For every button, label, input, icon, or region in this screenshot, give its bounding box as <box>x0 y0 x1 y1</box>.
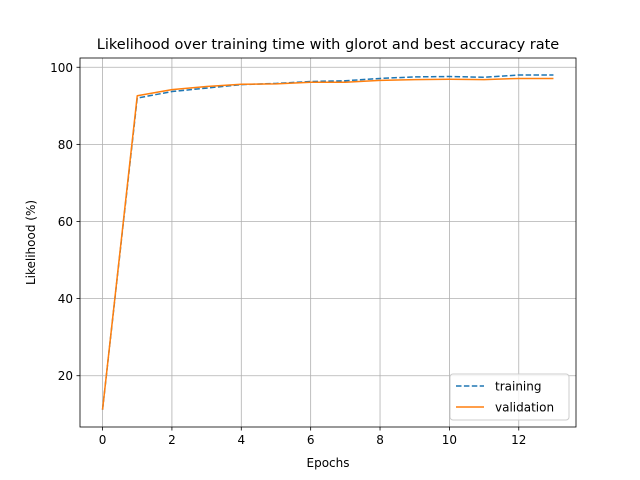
y-tick-label: 80 <box>58 138 73 152</box>
series-line-training <box>101 74 554 410</box>
grid <box>80 58 576 427</box>
x-tick-label: 12 <box>511 433 526 447</box>
x-tick-label: 2 <box>168 433 176 447</box>
ticks: 0 2 4 6 8 10 12 20 40 60 80 100 <box>50 61 526 447</box>
y-tick-label: 40 <box>58 292 73 306</box>
series-layer <box>101 74 554 410</box>
y-tick-label: 20 <box>58 369 73 383</box>
x-axis-label: Epochs <box>307 456 350 470</box>
plot-frame <box>79 57 577 428</box>
x-tick-label: 10 <box>442 433 457 447</box>
y-tick-label: 60 <box>58 215 73 229</box>
x-tick-label: 4 <box>237 433 245 447</box>
y-tick-label: 100 <box>50 61 73 75</box>
x-tick-label: 0 <box>99 433 107 447</box>
x-tick-label: 8 <box>376 433 384 447</box>
x-tick-label: 6 <box>307 433 315 447</box>
legend: training validation <box>449 373 570 421</box>
series-line-validation <box>101 77 554 410</box>
y-axis-label: Likelihood (%) <box>24 200 38 285</box>
legend-label-training: training <box>495 380 542 394</box>
legend-label-validation: validation <box>495 401 554 415</box>
chart-title: Likelihood over training time with gloro… <box>97 37 560 53</box>
